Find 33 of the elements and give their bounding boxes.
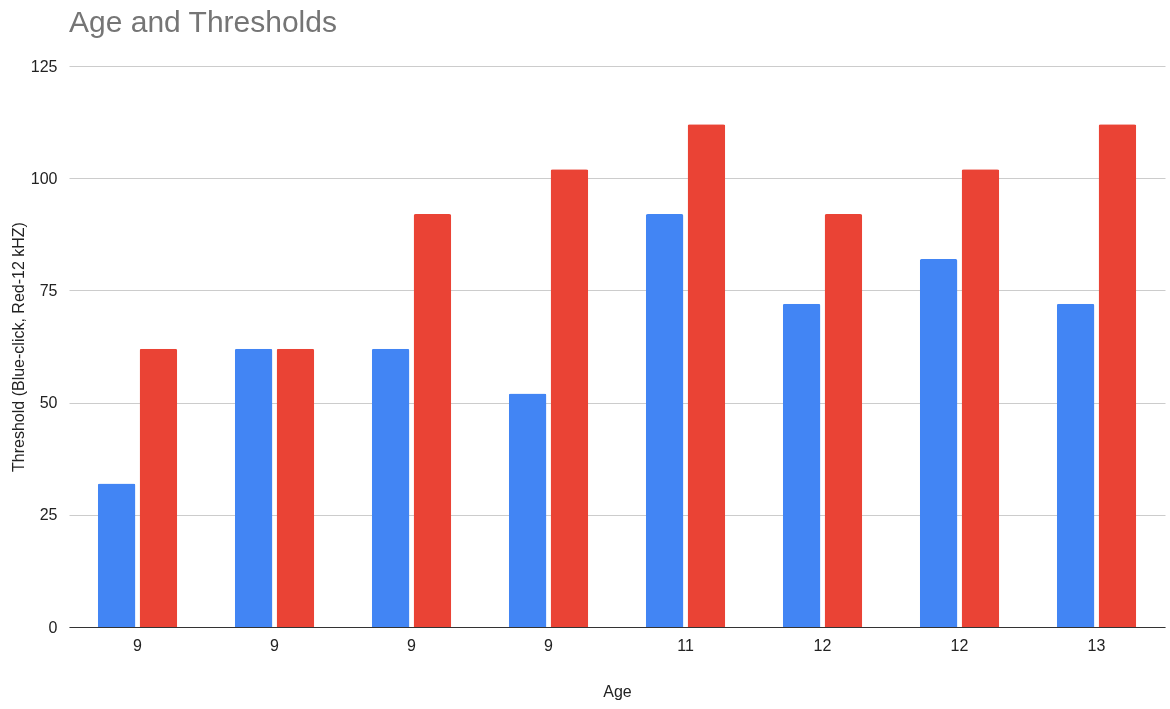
x-tick-label: 9: [407, 636, 417, 654]
bar: [687, 124, 726, 627]
x-tick-label: 11: [677, 636, 694, 654]
bar: [371, 348, 410, 627]
x-tick-label: 12: [813, 636, 832, 654]
bar: [1056, 303, 1095, 627]
x-tick-label: 9: [544, 636, 554, 654]
bar: [782, 303, 821, 627]
y-tick-label: 75: [39, 281, 58, 299]
bar: [413, 214, 452, 627]
bar: [1098, 124, 1137, 627]
bar: [508, 393, 547, 627]
bar: [97, 483, 136, 627]
y-axis-title: Threshold (Blue-click, Red-12 kHZ): [9, 222, 27, 472]
y-tick-label: 25: [39, 506, 58, 524]
y-tick-label: 100: [30, 169, 58, 187]
bar: [824, 214, 863, 627]
chart-title: Age and Thresholds: [69, 5, 337, 38]
bar: [961, 169, 1000, 627]
y-tick-label: 0: [48, 618, 58, 636]
bar: [919, 258, 958, 627]
bar: [234, 348, 273, 627]
y-tick-label: 50: [39, 394, 58, 412]
x-tick-label: 13: [1087, 636, 1106, 654]
x-tick-label: 9: [133, 636, 143, 654]
x-tick-label: 12: [950, 636, 969, 654]
x-axis-title: Age: [603, 682, 632, 700]
bar: [550, 169, 589, 627]
bar: [276, 348, 315, 627]
y-tick-label: 125: [30, 57, 58, 75]
bar: [139, 348, 178, 627]
x-tick-label: 9: [270, 636, 280, 654]
bar: [645, 214, 684, 627]
